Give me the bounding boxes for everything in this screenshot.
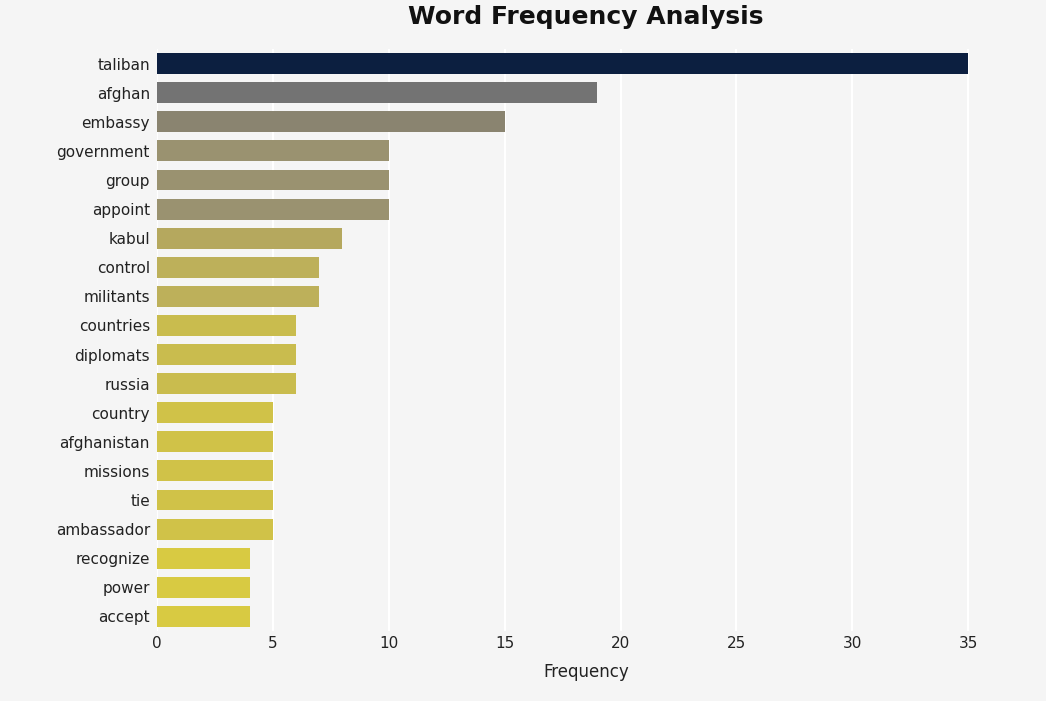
Bar (157, 577, 250, 598)
Bar (157, 228, 342, 249)
Bar (157, 489, 273, 510)
Bar (157, 431, 273, 452)
Bar (157, 461, 273, 482)
Bar (157, 519, 273, 540)
Bar (157, 140, 389, 161)
Bar (157, 315, 296, 336)
Bar (157, 547, 250, 569)
Bar (157, 402, 273, 423)
Bar (157, 606, 250, 627)
Bar (157, 170, 389, 191)
Bar (157, 198, 389, 219)
Title: Word Frequency Analysis: Word Frequency Analysis (408, 5, 764, 29)
Bar (157, 286, 319, 307)
Bar (157, 344, 296, 365)
Bar (157, 82, 597, 103)
Bar (157, 373, 296, 394)
X-axis label: Frequency: Frequency (543, 662, 629, 681)
Bar (157, 257, 319, 278)
Bar (157, 111, 504, 132)
Bar (157, 53, 969, 74)
